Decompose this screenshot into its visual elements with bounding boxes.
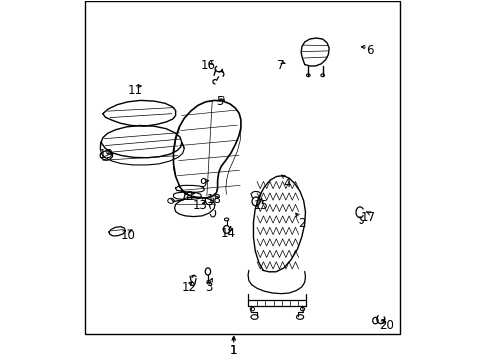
Text: 7: 7 (276, 59, 284, 72)
Text: 11: 11 (127, 84, 142, 97)
Text: 6: 6 (366, 44, 373, 57)
Text: 12: 12 (181, 281, 196, 294)
Text: 16: 16 (201, 59, 216, 72)
Text: 5: 5 (215, 95, 223, 108)
Text: 3: 3 (204, 281, 212, 294)
Text: 1: 1 (229, 344, 237, 357)
Text: 4: 4 (283, 177, 291, 190)
Text: 20: 20 (378, 319, 393, 332)
Text: 8: 8 (185, 190, 192, 203)
Text: 19: 19 (99, 148, 114, 161)
Text: 17: 17 (360, 211, 375, 224)
Text: 14: 14 (221, 227, 235, 240)
Text: 1: 1 (229, 344, 237, 357)
Text: 10: 10 (120, 229, 135, 242)
Text: 18: 18 (206, 193, 221, 206)
Text: 2: 2 (298, 216, 305, 230)
Text: 15: 15 (253, 199, 267, 212)
Text: 9: 9 (199, 177, 206, 190)
Text: 13: 13 (192, 199, 207, 212)
Bar (85, 1, 400, 334)
